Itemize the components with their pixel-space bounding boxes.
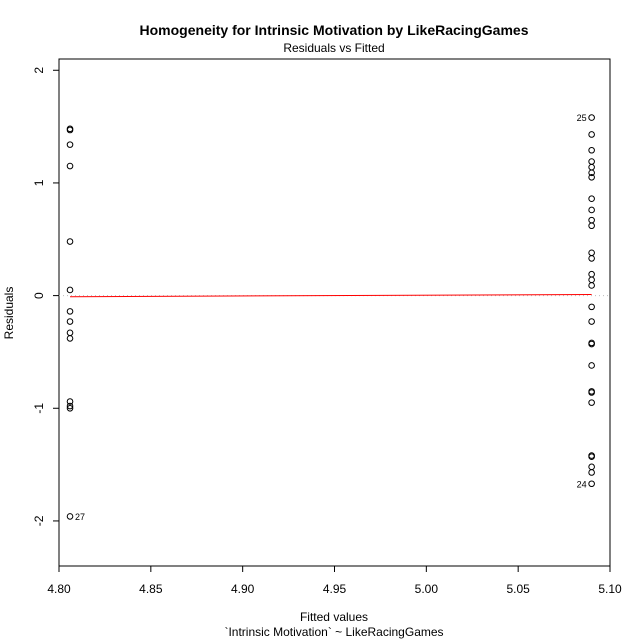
y-tick-label: 0 <box>32 292 46 299</box>
data-point <box>66 513 74 520</box>
data-point <box>66 126 74 134</box>
data-point <box>588 389 595 396</box>
data-point <box>66 335 74 342</box>
data-point <box>66 162 74 170</box>
data-point <box>588 146 595 154</box>
point-label: 25 <box>577 113 587 123</box>
x-axis-sublabel: `Intrinsic Motivation` ~ LikeRacingGames <box>224 625 443 639</box>
data-point <box>588 158 595 165</box>
y-tick-label: -1 <box>32 403 46 414</box>
data-point <box>588 469 595 476</box>
data-point <box>588 340 595 348</box>
data-point <box>66 286 74 294</box>
chart-title: Homogeneity for Intrinsic Motivation by … <box>140 22 529 38</box>
data-point <box>588 399 595 406</box>
data-point <box>588 222 595 230</box>
point-label: 24 <box>577 479 587 489</box>
data-point <box>588 216 595 224</box>
y-axis: -2 -1 0 1 2 <box>32 67 59 526</box>
data-point <box>588 174 595 181</box>
x-tick-label: 5.00 <box>415 582 439 596</box>
data-points <box>66 114 595 520</box>
plot-frame <box>58 58 611 567</box>
data-point <box>588 255 595 262</box>
data-point <box>66 329 74 337</box>
data-point <box>66 402 74 410</box>
y-tick-label: -2 <box>32 515 46 526</box>
data-point <box>588 282 595 289</box>
smoother-line <box>70 293 592 298</box>
x-tick-label: 4.85 <box>139 582 163 596</box>
data-point <box>588 480 595 488</box>
data-point <box>588 303 595 311</box>
data-point <box>588 453 595 461</box>
data-point <box>66 398 74 405</box>
x-axis: 4.80 4.85 4.90 4.95 5.00 5.05 5.10 <box>47 566 622 596</box>
x-tick-label: 5.05 <box>506 582 530 596</box>
data-point <box>66 404 74 412</box>
x-tick-label: 4.95 <box>323 582 347 596</box>
data-point <box>588 206 595 214</box>
data-point <box>588 131 595 138</box>
data-point <box>66 308 74 315</box>
data-point <box>588 318 595 325</box>
chart-subtitle: Residuals vs Fitted <box>283 41 384 55</box>
data-point <box>66 141 74 148</box>
data-point <box>588 169 595 177</box>
data-point <box>66 318 74 325</box>
point-labels: 27 25 24 <box>75 113 587 522</box>
data-point <box>588 270 595 278</box>
data-point <box>588 195 595 203</box>
x-tick-label: 4.80 <box>47 582 71 596</box>
data-point <box>588 163 595 171</box>
data-point <box>588 276 595 284</box>
data-point <box>66 238 74 245</box>
x-tick-label: 4.90 <box>231 582 255 596</box>
data-point <box>588 249 595 257</box>
y-tick-label: 2 <box>32 67 46 74</box>
data-point <box>588 362 595 369</box>
data-point <box>588 114 595 121</box>
y-tick-label: 1 <box>32 179 46 186</box>
y-axis-label: Residuals <box>2 287 16 340</box>
x-axis-label: Fitted values <box>300 610 368 624</box>
data-point <box>588 463 595 471</box>
point-label: 27 <box>75 512 85 522</box>
x-tick-label: 5.10 <box>598 582 622 596</box>
